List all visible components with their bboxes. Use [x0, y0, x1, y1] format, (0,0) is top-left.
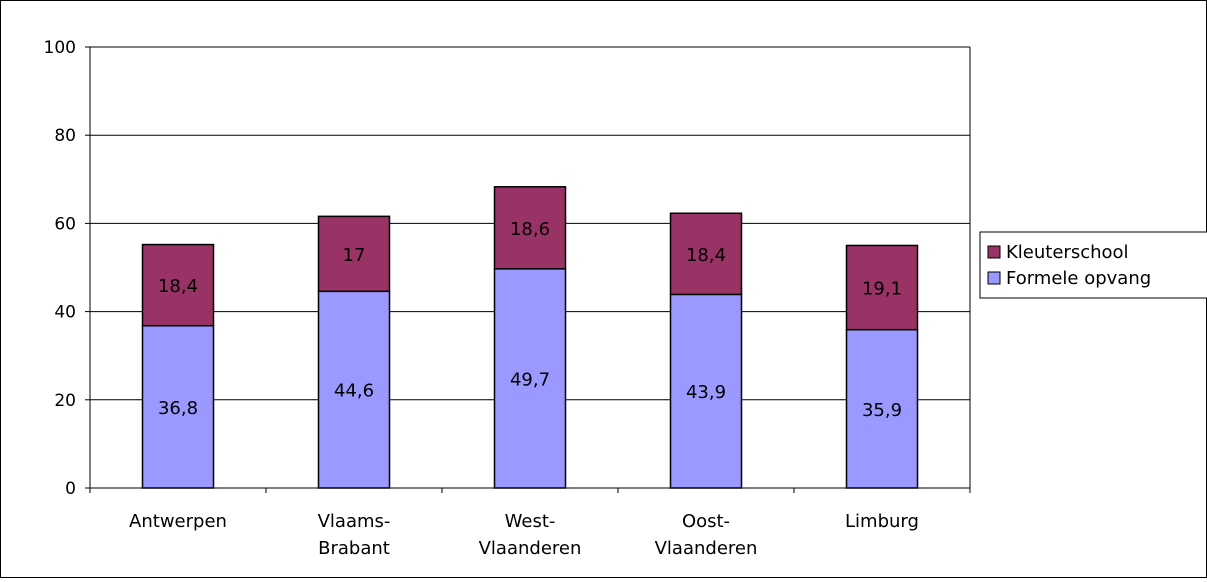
data-label: 36,8 — [158, 398, 198, 419]
x-tick-label-line: Vlaams- — [318, 511, 391, 532]
x-tick-label-line: Oost- — [682, 511, 730, 532]
data-label: 49,7 — [510, 369, 550, 390]
x-tick-label-line: Vlaanderen — [655, 538, 758, 559]
x-tick-label: Limburg — [845, 511, 919, 532]
legend-label: Formele opvang — [1006, 268, 1151, 289]
y-tick-label: 40 — [54, 303, 76, 323]
x-tick-label-line: West- — [505, 511, 556, 532]
bar-formele-opvang — [669, 293, 743, 489]
bar-kleuterschool — [317, 215, 391, 293]
bar-formele-opvang — [845, 328, 919, 489]
bar-kleuterschool — [141, 243, 215, 327]
x-tick-label-line: Brabant — [318, 538, 390, 559]
legend-swatch — [987, 271, 1001, 285]
bar-kleuterschool — [669, 212, 743, 296]
y-tick-label: 80 — [54, 126, 76, 146]
data-label: 44,6 — [334, 381, 374, 402]
bar-kleuterschool — [845, 244, 919, 331]
legend-swatch — [987, 245, 1001, 259]
data-label: 35,9 — [862, 400, 902, 421]
y-tick-label: 60 — [54, 214, 76, 234]
x-tick-label: Oost- Vlaanderen — [655, 511, 758, 559]
x-tick-label: Antwerpen — [129, 511, 227, 532]
bar-kleuterschool — [493, 186, 567, 270]
y-tick-label: 0 — [65, 479, 76, 499]
legend-label: Kleuterschool — [1006, 242, 1129, 263]
x-tick-label: West- Vlaanderen — [479, 511, 582, 559]
legend: Kleuterschool Formele opvang — [979, 231, 1207, 299]
bar-formele-opvang — [141, 324, 215, 489]
y-tick-label: 100 — [44, 38, 76, 58]
data-label: 18,4 — [158, 276, 198, 297]
data-label: 18,6 — [510, 219, 550, 240]
legend-box — [979, 231, 1207, 299]
plot-area: 0 20 40 60 80 100 36,8 18,4 Antwerpen 44,6 17 Vlaam… — [44, 38, 971, 559]
x-tick-label-line: Limburg — [845, 511, 919, 532]
data-label: 18,4 — [686, 245, 726, 266]
data-label: 43,9 — [686, 382, 726, 403]
x-tick-label: Vlaams- Brabant — [318, 511, 391, 559]
y-tick-label: 20 — [54, 391, 76, 411]
x-tick-label-line: Vlaanderen — [479, 538, 582, 559]
data-label: 17 — [343, 245, 366, 266]
data-label: 19,1 — [862, 279, 902, 300]
bar-formele-opvang — [493, 268, 567, 489]
x-tick-label-line: Antwerpen — [129, 511, 227, 532]
